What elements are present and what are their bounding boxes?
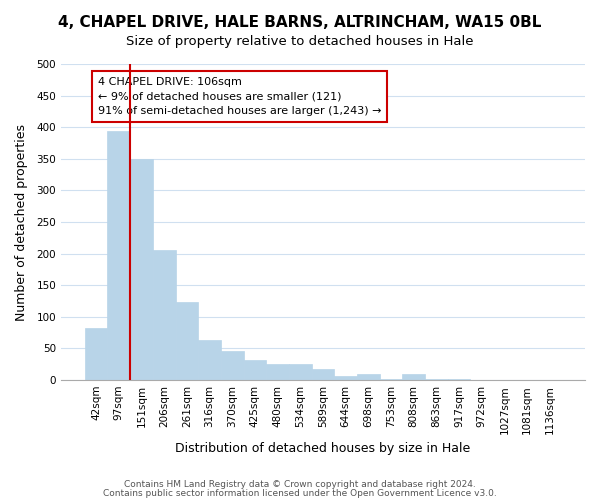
Text: Contains public sector information licensed under the Open Government Licence v3: Contains public sector information licen…	[103, 488, 497, 498]
Bar	[266, 364, 289, 380]
Bar	[244, 360, 266, 380]
Y-axis label: Number of detached properties: Number of detached properties	[15, 124, 28, 320]
Text: Size of property relative to detached houses in Hale: Size of property relative to detached ho…	[126, 35, 474, 48]
Text: 4 CHAPEL DRIVE: 106sqm
← 9% of detached houses are smaller (121)
91% of semi-det: 4 CHAPEL DRIVE: 106sqm ← 9% of detached …	[98, 76, 381, 116]
Bar	[176, 302, 198, 380]
Bar	[153, 250, 176, 380]
Bar	[289, 364, 311, 380]
Text: 4, CHAPEL DRIVE, HALE BARNS, ALTRINCHAM, WA15 0BL: 4, CHAPEL DRIVE, HALE BARNS, ALTRINCHAM,…	[58, 15, 542, 30]
Bar	[334, 376, 357, 380]
X-axis label: Distribution of detached houses by size in Hale: Distribution of detached houses by size …	[175, 442, 470, 455]
Bar	[107, 131, 130, 380]
Bar	[221, 351, 244, 380]
Text: Contains HM Land Registry data © Crown copyright and database right 2024.: Contains HM Land Registry data © Crown c…	[124, 480, 476, 489]
Bar	[85, 328, 107, 380]
Bar	[311, 370, 334, 380]
Bar	[357, 374, 380, 380]
Bar	[130, 159, 153, 380]
Bar	[198, 340, 221, 380]
Bar	[403, 374, 425, 380]
